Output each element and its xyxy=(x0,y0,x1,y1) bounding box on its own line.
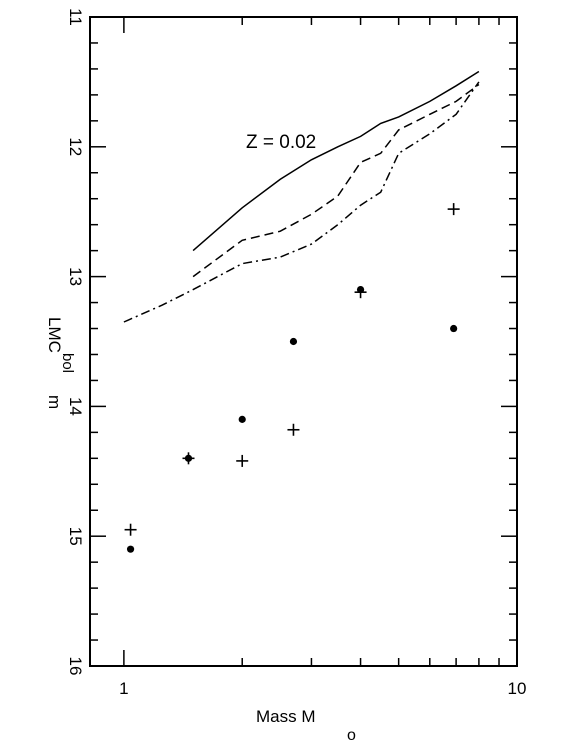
dot-point xyxy=(450,324,458,333)
y-axis-title-main: m xyxy=(45,395,64,409)
y-tick-label: 13 xyxy=(66,267,85,286)
y-axis-ticks: 11 12 13 14 15 16 xyxy=(66,8,517,675)
curve-annotation: Z = 0.02 xyxy=(246,132,316,153)
x-axis-title-subscript: o xyxy=(347,727,356,744)
x-tick-label: 10 xyxy=(508,679,527,698)
dot-point xyxy=(289,337,298,346)
plus-point xyxy=(447,203,460,216)
plus-point xyxy=(182,452,195,465)
plot-frame xyxy=(89,16,518,667)
y-tick-label: 16 xyxy=(66,657,85,676)
x-tick-label: 1 xyxy=(119,679,128,698)
dashed-curve xyxy=(192,83,480,278)
y-tick-label: 11 xyxy=(66,8,85,26)
plus-point xyxy=(124,523,137,536)
solid-curve xyxy=(192,70,480,252)
y-axis-title: m bol LMC xyxy=(45,317,76,409)
x-axis-title: Mass M xyxy=(256,707,316,726)
x-axis-ticks: 1 10 xyxy=(119,17,526,698)
y-tick-label: 12 xyxy=(66,137,85,156)
plus-point xyxy=(236,454,249,467)
y-axis-title-subscript: bol xyxy=(59,353,76,373)
y-axis-title-suffix: LMC xyxy=(45,317,64,353)
dashdot-curve xyxy=(123,81,480,323)
data-points xyxy=(124,203,460,553)
plus-point xyxy=(354,286,367,299)
dot-point xyxy=(238,415,246,423)
plus-point xyxy=(287,423,300,436)
y-tick-label: 14 xyxy=(66,397,85,416)
dot-point xyxy=(126,545,135,553)
model-curves xyxy=(123,70,480,323)
y-tick-label: 15 xyxy=(66,527,85,546)
